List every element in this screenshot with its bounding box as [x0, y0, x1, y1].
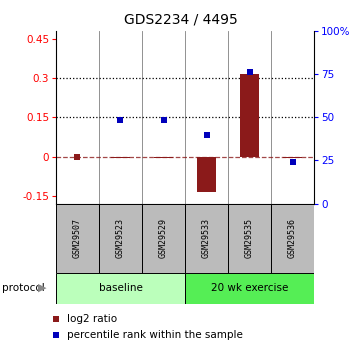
- Bar: [142, 204, 185, 273]
- Bar: [240, 74, 259, 157]
- Text: GSM29533: GSM29533: [202, 218, 211, 258]
- Text: log2 ratio: log2 ratio: [67, 314, 117, 324]
- Bar: [111, 157, 130, 158]
- Text: GSM29523: GSM29523: [116, 218, 125, 258]
- Bar: [228, 204, 271, 273]
- Text: baseline: baseline: [99, 283, 143, 293]
- Bar: [56, 204, 99, 273]
- Text: percentile rank within the sample: percentile rank within the sample: [67, 331, 243, 340]
- Text: GDS2234 / 4495: GDS2234 / 4495: [123, 12, 238, 26]
- Text: GSM29507: GSM29507: [73, 218, 82, 258]
- Bar: [56, 273, 185, 304]
- Bar: [283, 157, 302, 158]
- Text: GSM29529: GSM29529: [159, 218, 168, 258]
- Bar: [271, 204, 314, 273]
- Text: GSM29535: GSM29535: [245, 218, 254, 258]
- Text: GSM29536: GSM29536: [288, 218, 297, 258]
- Text: ▶: ▶: [38, 283, 47, 293]
- Bar: [185, 273, 314, 304]
- Bar: [154, 157, 173, 158]
- Bar: [197, 157, 216, 192]
- Text: protocol: protocol: [2, 283, 44, 293]
- Bar: [99, 204, 142, 273]
- Bar: [185, 204, 228, 273]
- Text: 20 wk exercise: 20 wk exercise: [211, 283, 288, 293]
